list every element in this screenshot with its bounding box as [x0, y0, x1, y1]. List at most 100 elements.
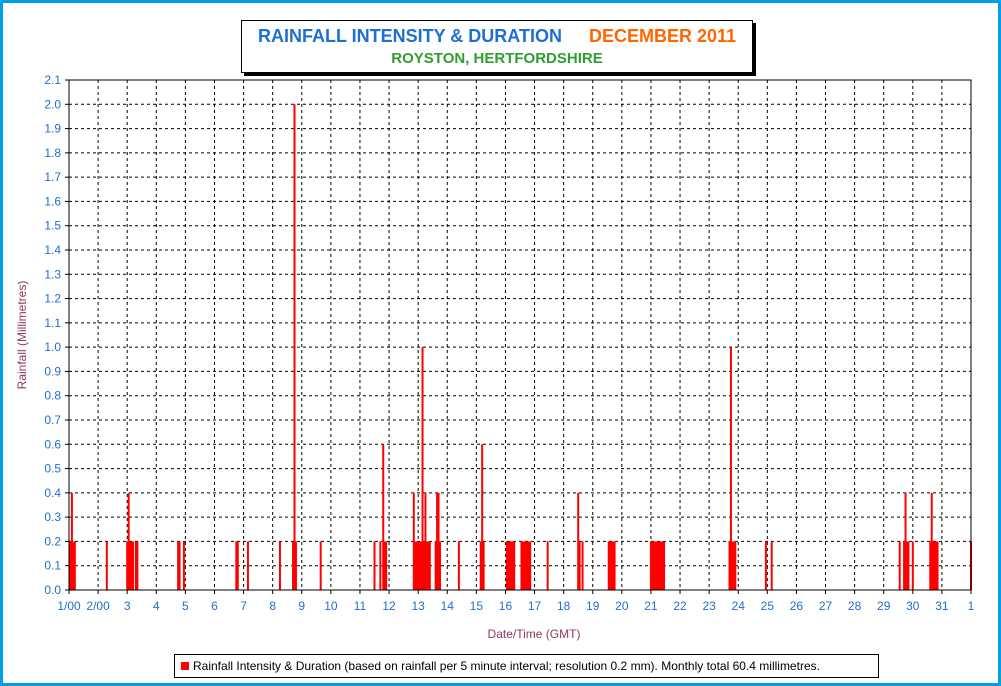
x-tick-label: 9	[298, 599, 305, 613]
x-tick-label: 6	[211, 599, 218, 613]
rain-bar	[415, 541, 418, 590]
y-tick-label: 1.2	[44, 292, 61, 306]
y-tick-label: 0.1	[44, 559, 61, 573]
rain-bar	[581, 541, 584, 590]
rain-bar	[898, 541, 901, 590]
rain-bar	[520, 541, 523, 590]
x-axis-title: Date/Time (GMT)	[488, 627, 581, 641]
y-tick-label: 0.5	[44, 462, 61, 476]
rain-bar	[434, 541, 437, 590]
rain-bar	[73, 541, 76, 590]
rain-bar	[523, 541, 526, 590]
rain-bar	[482, 541, 485, 590]
rain-bar	[521, 541, 524, 590]
rain-bar	[508, 541, 511, 590]
rain-bar	[658, 541, 661, 590]
rain-bar	[654, 541, 657, 590]
rain-bar	[904, 492, 907, 590]
x-tick-label: 20	[615, 599, 629, 613]
rain-bar	[529, 541, 532, 590]
rain-bar	[438, 541, 441, 590]
x-tick-label: 1	[968, 599, 975, 613]
rain-bar	[905, 541, 908, 590]
rain-bar	[935, 541, 938, 590]
rain-bar	[505, 541, 508, 590]
rain-bar	[278, 541, 281, 590]
rain-bar	[610, 541, 613, 590]
y-tick-label: 0.6	[44, 437, 61, 451]
rain-bar	[421, 347, 424, 590]
x-tick-label: 11	[354, 599, 367, 613]
x-tick-label: 3	[124, 599, 131, 613]
rain-bar	[510, 541, 513, 590]
rain-bar	[657, 541, 660, 590]
x-tick-label: 31	[935, 599, 949, 613]
x-tick-label: 21	[644, 599, 658, 613]
rain-bar	[425, 541, 428, 590]
rain-bar	[731, 541, 734, 590]
rain-bar	[177, 541, 180, 590]
x-tick-label: 17	[528, 599, 542, 613]
x-tick-label: 7	[240, 599, 247, 613]
rain-bar	[481, 444, 484, 590]
rain-bar	[428, 541, 431, 590]
x-tick-label: 14	[441, 599, 455, 613]
y-tick-label: 1.5	[44, 219, 61, 233]
rain-bar	[178, 541, 181, 590]
y-tick-label: 0.4	[44, 486, 61, 500]
rain-bar	[932, 541, 935, 590]
y-tick-label: 1.8	[44, 146, 61, 160]
y-tick-label: 1.7	[44, 170, 61, 184]
rain-bar	[420, 541, 423, 590]
rain-bar	[607, 541, 610, 590]
rain-bar	[907, 541, 910, 590]
rain-bar	[929, 541, 932, 590]
chart-title-box: RAINFALL INTENSITY & DURATION DECEMBER 2…	[241, 20, 753, 73]
x-tick-label: 19	[586, 599, 600, 613]
rain-bar	[437, 492, 440, 590]
rain-bar	[729, 347, 732, 590]
rain-bar	[182, 541, 185, 590]
rain-bar	[609, 541, 612, 590]
rain-bar	[418, 541, 421, 590]
x-tick-label: 27	[819, 599, 833, 613]
bars	[69, 104, 972, 591]
y-tick-label: 0.9	[44, 364, 61, 378]
x-tick-label: 4	[153, 599, 160, 613]
rain-bar	[126, 541, 129, 590]
rain-bar	[660, 541, 663, 590]
rain-bar	[524, 541, 527, 590]
rain-bar	[649, 541, 652, 590]
x-tick-label: 12	[382, 599, 396, 613]
rain-bar	[507, 541, 510, 590]
x-tick-label: 13	[411, 599, 425, 613]
rain-bar	[136, 541, 139, 590]
y-tick-label: 2.1	[44, 73, 61, 87]
rain-bar	[770, 541, 773, 590]
rain-bar	[734, 541, 737, 590]
rain-bar	[577, 492, 580, 590]
rain-bar	[526, 541, 529, 590]
rain-bar	[930, 492, 933, 590]
rain-bar	[457, 541, 460, 590]
x-axis-ticks: 1/00 2/00 3 4 5 6 7 8 9 10 11 12 13 14 15 16 17 18 19 20 21 2…	[57, 590, 975, 613]
x-tick-label: 5	[182, 599, 189, 613]
x-tick-label: 28	[848, 599, 862, 613]
legend-label: Rainfall Intensity & Duration (based on …	[193, 659, 820, 673]
rain-bar	[651, 541, 654, 590]
x-tick-label: 16	[499, 599, 513, 613]
y-tick-label: 1.6	[44, 194, 61, 208]
rain-bar	[294, 541, 297, 590]
rain-bar	[69, 541, 72, 590]
rain-bar	[129, 541, 132, 590]
y-axis-title: Rainfall (Millimetres)	[15, 281, 29, 390]
x-tick-label: 24	[732, 599, 746, 613]
rain-bar	[936, 541, 939, 590]
y-tick-label: 0.3	[44, 510, 61, 524]
rain-bar	[319, 541, 322, 590]
x-tick-label: 30	[906, 599, 920, 613]
x-tick-label: 23	[702, 599, 716, 613]
rain-bar	[383, 541, 386, 590]
chart-title: RAINFALL INTENSITY & DURATION	[257, 26, 562, 46]
rain-bar	[72, 541, 75, 590]
